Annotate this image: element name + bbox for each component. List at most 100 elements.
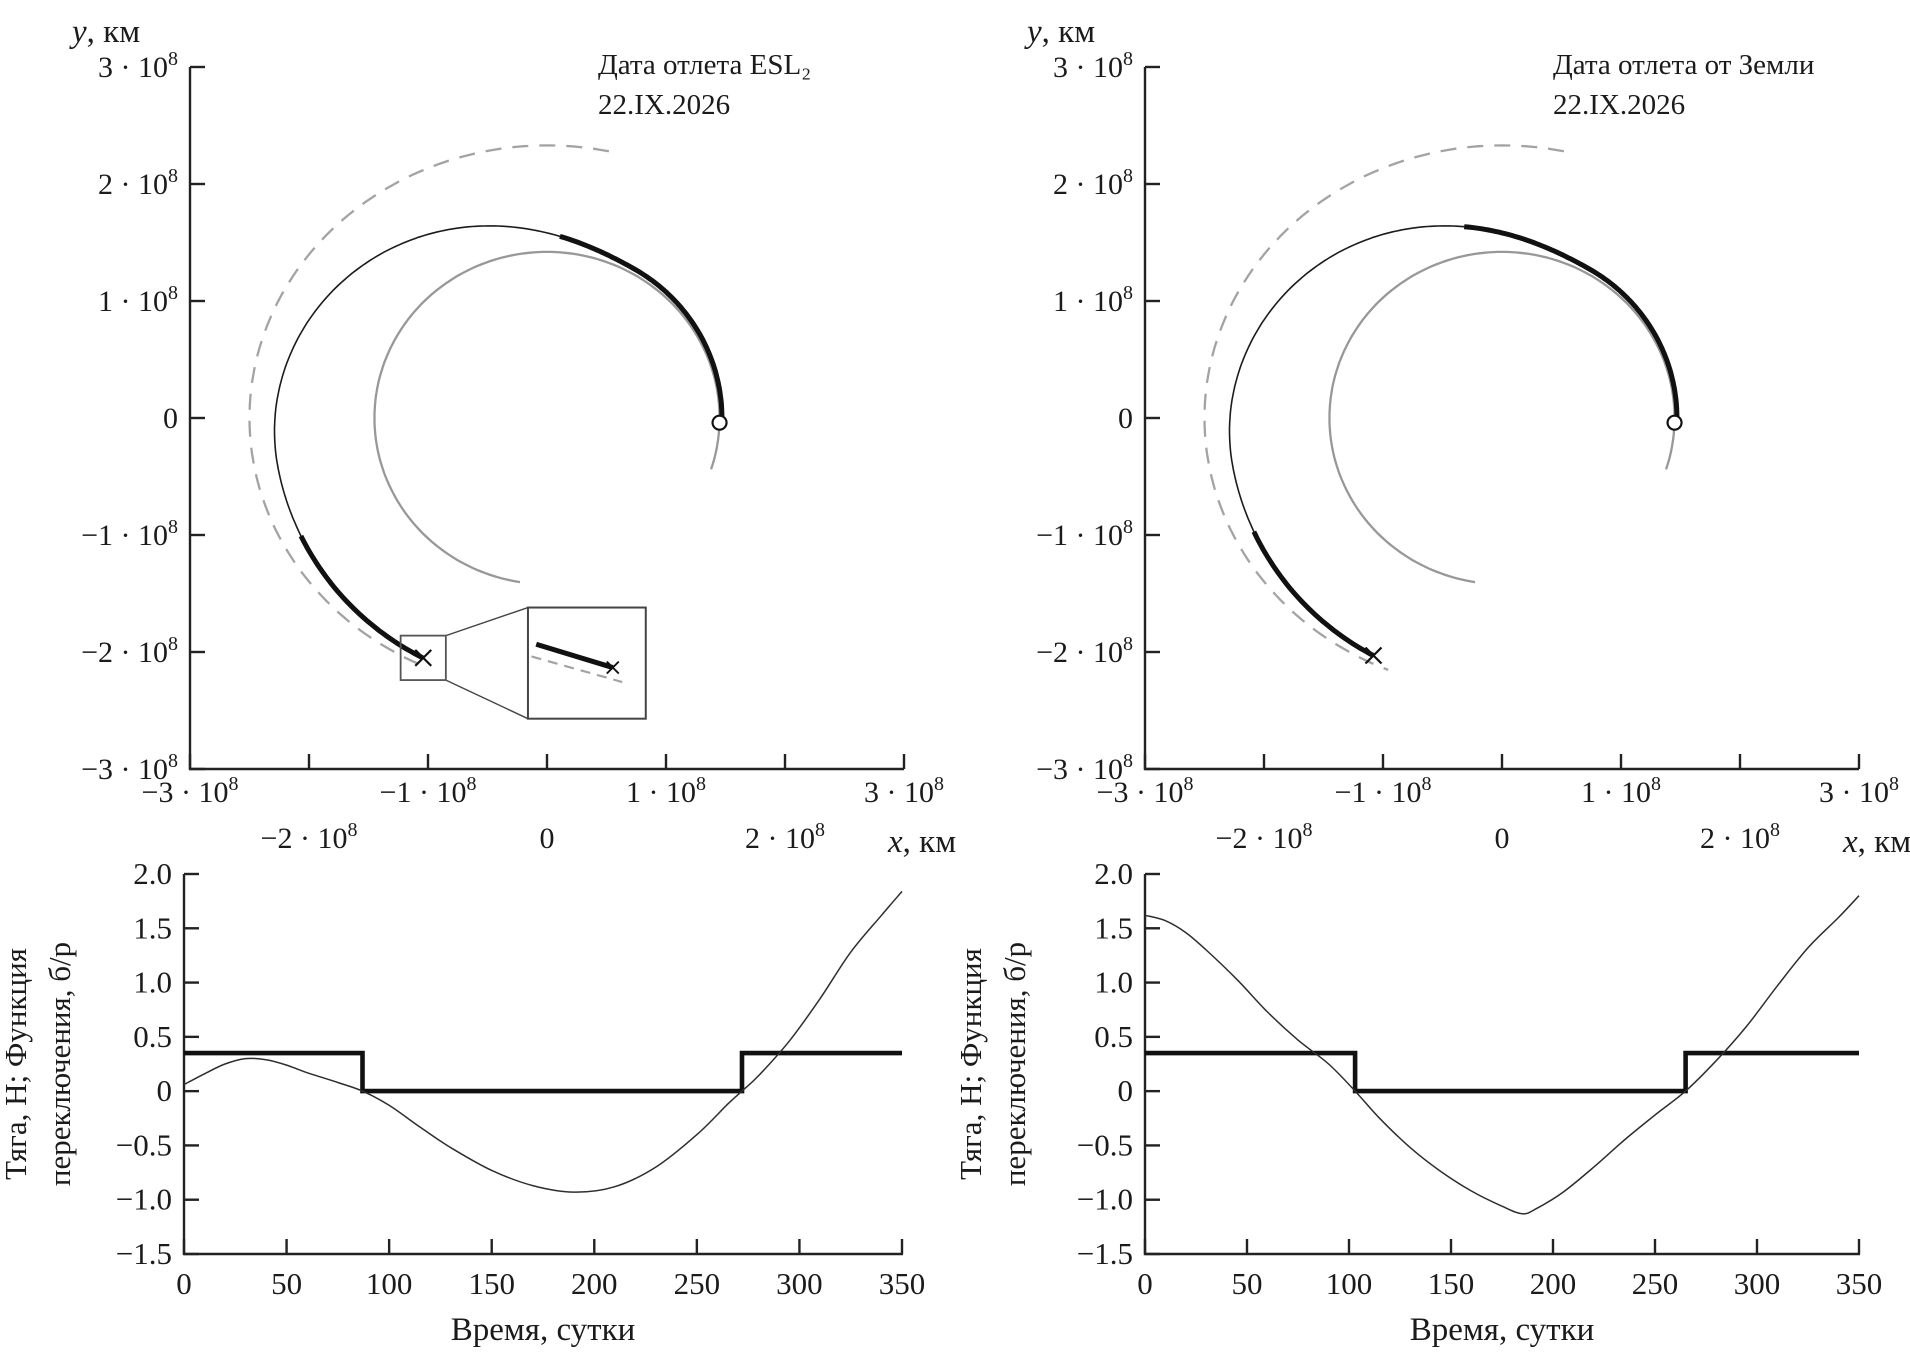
y-tick-label: 1.0 [133, 965, 172, 1000]
inset-end-marker [606, 660, 620, 675]
x-tick-label: 350 [1836, 1266, 1883, 1301]
end-marker [1364, 646, 1383, 665]
y-tick-label: −1.5 [116, 1236, 172, 1271]
inset-trajectory-end [535, 641, 614, 670]
inset-source-box [399, 634, 447, 681]
axes [1143, 67, 1859, 771]
inset-zoom-box [526, 606, 647, 720]
annotation-departure-earth: Дата отлета от Земли [1553, 49, 1814, 81]
y-tick-label: 2 · 108 [1053, 165, 1133, 201]
y-axis-label-left: y, км [69, 14, 140, 50]
y-tick-label: 2 · 108 [98, 165, 178, 201]
y-tick-label: 3 · 108 [98, 48, 178, 84]
axes [1143, 874, 1860, 1256]
y-tick-label: 1.0 [1094, 965, 1133, 1000]
y-tick-label: −1 · 108 [81, 516, 178, 552]
y-tick-label: 2.0 [1094, 856, 1133, 891]
y-tick-label: 0 [1118, 1073, 1134, 1108]
start-marker [1666, 414, 1683, 431]
thrust-arc-path [559, 233, 725, 428]
thrust-step-line [184, 1050, 902, 1094]
y-tick-label: 1 · 108 [98, 282, 178, 318]
x-tick-label: 3 · 108 [1819, 773, 1899, 809]
earth-orbit-path [373, 250, 721, 584]
x-tick-label: −2 · 108 [1216, 819, 1313, 855]
annotation-date-left: 22.IX.2026 [598, 89, 730, 121]
x-tick-label: 50 [271, 1266, 302, 1301]
mars-orbit-dashed-path [248, 144, 610, 669]
x-tick-label: 0 [540, 822, 555, 855]
thrust-step-line [1145, 1050, 1859, 1094]
thrust-y-label-line1-right: Тяга, Н; Функция [953, 948, 988, 1180]
x-tick-label: 1 · 108 [626, 773, 706, 809]
x-tick-label: 100 [366, 1266, 413, 1301]
earth-orbit-path [1328, 250, 1676, 584]
x-tick-label: −3 · 108 [1097, 773, 1194, 809]
y-tick-label: 0 [1118, 402, 1133, 435]
y-tick-label: −3 · 108 [1036, 750, 1133, 786]
y-tick-label: −2 · 108 [1036, 633, 1133, 669]
x-tick-label: 50 [1232, 1266, 1263, 1301]
x-tick-label: 350 [879, 1266, 926, 1301]
annotation-departure-esl2: Дата отлета ESL₂ [598, 49, 811, 81]
x-tick-label: −3 · 108 [142, 773, 239, 809]
x-tick-label: −1 · 108 [1335, 773, 1432, 809]
x-tick-label: 150 [468, 1266, 515, 1301]
x-tick-label: 2 · 108 [1700, 819, 1780, 855]
mars-orbit-dashed-path [1203, 144, 1565, 671]
switching-function-curve [1144, 895, 1860, 1215]
y-tick-label: 1 · 108 [1053, 282, 1133, 318]
x-tick-label: 250 [674, 1266, 721, 1301]
thrust-y-label-line2-right: переключения, б/р [997, 942, 1032, 1186]
x-tick-label: 0 [1137, 1266, 1153, 1301]
y-tick-label: −1.5 [1077, 1236, 1133, 1271]
y-tick-label: 0.5 [1094, 1019, 1133, 1054]
x-tick-label: −1 · 108 [380, 773, 477, 809]
x-tick-label: 200 [1530, 1266, 1577, 1301]
y-tick-label: 3 · 108 [1053, 48, 1133, 84]
inset-connector [445, 606, 529, 637]
panel-thrust-earth: 2.01.51.00.50−0.5−1.0−1.50 50 100 150 200 250… [1077, 856, 1882, 1301]
y-tick-label: −1.0 [116, 1182, 172, 1217]
panel-thrust-esl2: 2.01.51.00.50−0.5−1.0−1.50 50 100 150 200 250… [116, 856, 925, 1301]
y-tick-label: −2 · 108 [81, 633, 178, 669]
y-tick-label: 0.5 [133, 1019, 172, 1054]
y-tick-label: −1 · 108 [1036, 516, 1133, 552]
y-tick-label: 1.5 [133, 910, 172, 945]
x-axis-label-left: x, км [887, 824, 956, 860]
x-tick-label: 200 [571, 1266, 618, 1301]
x-tick-label: 150 [1428, 1266, 1475, 1301]
y-tick-label: −0.5 [116, 1127, 172, 1162]
y-axis-label-right: y, км [1024, 14, 1095, 50]
switching-function-curve [183, 890, 903, 1193]
x-tick-label: 300 [1734, 1266, 1781, 1301]
x-tick-label: 1 · 108 [1581, 773, 1661, 809]
time-axis-label-left: Время, сутки [451, 1312, 636, 1348]
y-tick-label: −3 · 108 [81, 750, 178, 786]
y-tick-label: 0 [157, 1073, 173, 1108]
x-tick-label: 250 [1632, 1266, 1679, 1301]
panel-trajectory-earth: −3 · 108−3 · 108 −2 · 108 −2 · 108 −1 · 108… [1036, 48, 1899, 855]
y-tick-label: 0 [163, 402, 178, 435]
y-tick-label: −0.5 [1077, 1127, 1133, 1162]
x-tick-label: 2 · 108 [745, 819, 825, 855]
thrust-y-label-line1-left: Тяга, Н; Функция [0, 948, 33, 1180]
thrust-arc-path [298, 534, 424, 661]
transfer-trajectory-path [1228, 225, 1678, 657]
y-tick-label: 1.5 [1094, 910, 1133, 945]
axes [182, 874, 903, 1256]
thrust-arc-path [1463, 224, 1680, 428]
x-axis-label-right: x, км [1842, 824, 1910, 860]
annotation-date-right: 22.IX.2026 [1553, 89, 1685, 121]
end-marker [414, 649, 433, 667]
x-tick-label: 0 [176, 1266, 192, 1301]
time-axis-label-right: Время, сутки [1410, 1312, 1595, 1348]
x-tick-label: 0 [1495, 822, 1510, 855]
thrust-y-label-line2-left: переключения, б/р [42, 942, 77, 1186]
y-tick-label: 2.0 [133, 856, 172, 891]
inset-connector [445, 679, 529, 720]
thrust-arc-path [1251, 530, 1375, 658]
y-tick-label: −1.0 [1077, 1182, 1133, 1217]
